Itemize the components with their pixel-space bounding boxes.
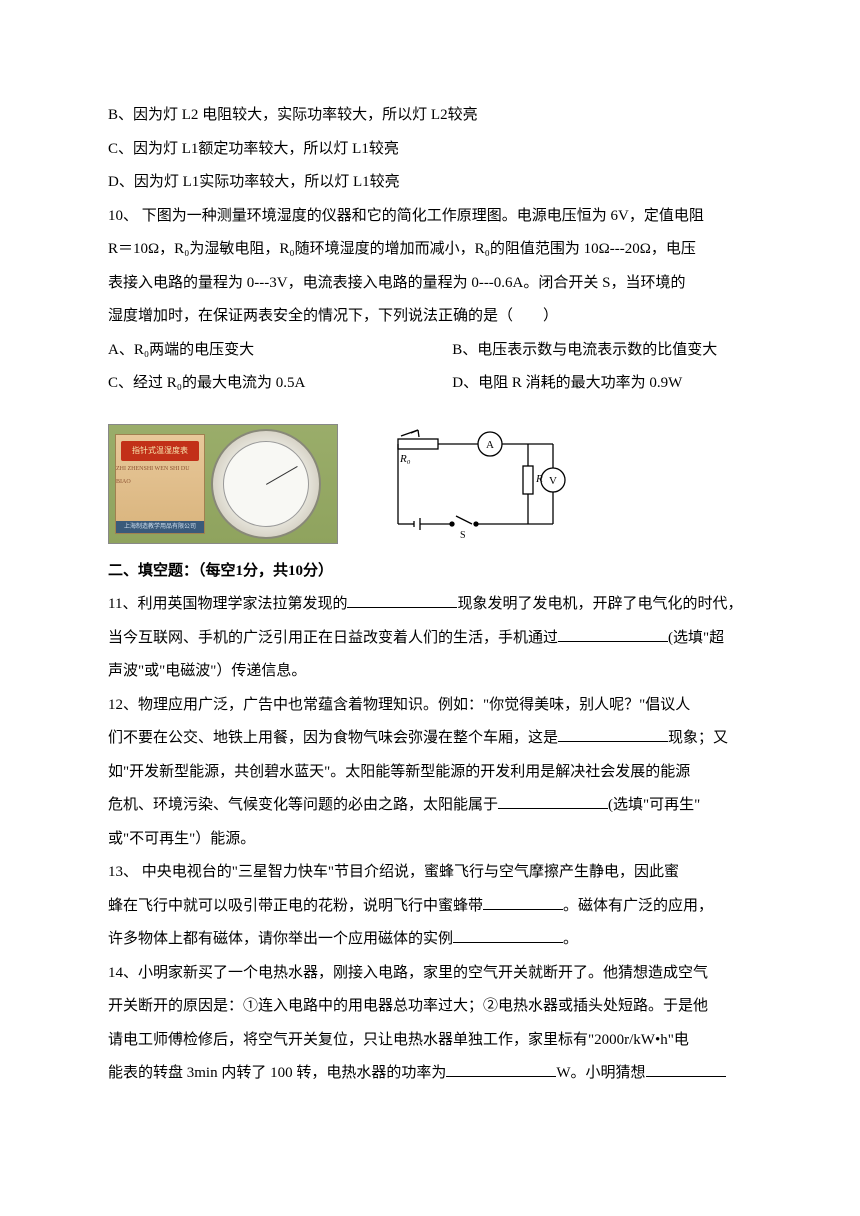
q12-text-f: (选填"可再生" — [608, 797, 700, 813]
q10-line2: R＝10Ω，R₀为湿敏电阻，R₀随环境湿度的增加而减小，R₀的阻值范围为 10Ω… — [108, 234, 770, 266]
option-d: D、因为灯 L1实际功率较大，所以灯 L1较亮 — [108, 167, 770, 199]
q13-line3: 许多物体上都有磁体，请你举出一个应用磁体的实例 。 — [108, 924, 770, 956]
q12-text-b: 们不要在公交、地铁上用餐，因为食物气味会弥漫在整个车厢，这是 — [108, 730, 558, 746]
q11-line2: 当今互联网、手机的广泛引用正在日益改变着人们的生活，手机通过 (选填"超 — [108, 623, 770, 655]
q10-line3: 表接入电路的量程为 0---3V，电流表接入电路的量程为 0---0.6A。闭合… — [108, 268, 770, 300]
q10-options-row2: C、经过 R₀的最大电流为 0.5A D、电阻 R 消耗的最大功率为 0.9W — [108, 368, 770, 402]
q12-line3: 如"开发新型能源，共创碧水蓝天"。太阳能等新型能源的开发利用是解决社会发展的能源 — [108, 757, 770, 789]
q10-option-a: A、R₀两端的电压变大 — [108, 335, 426, 367]
q11-line1: 11、利用英国物理学家法拉第发现的 现象发明了发电机，开辟了电气化的时代， — [108, 589, 770, 621]
q10-option-d: D、电阻 R 消耗的最大功率为 0.9W — [452, 368, 770, 400]
hygrometer-box-sub: ZHI ZHENSHI WEN SHI DU BIAO — [116, 463, 204, 488]
circuit-diagram: R₀ A R V S — [378, 424, 588, 544]
q12-line5: 或"不可再生"）能源。 — [108, 824, 770, 856]
circuit-label-a: A — [486, 439, 494, 451]
q14-line4: 能表的转盘 3min 内转了 100 转，电热水器的功率为 W。小明猜想 — [108, 1058, 770, 1090]
gauge-needle — [266, 466, 298, 485]
hygrometer-box-bottom: 上海制造教学用品有限公司 — [116, 521, 204, 533]
q14-line1: 14、小明家新买了一个电热水器，刚接入电路，家里的空气开关就断开了。他猜想造成空… — [108, 958, 770, 990]
q12-blank-1[interactable] — [558, 724, 668, 742]
section-2-title: 二、填空题：（每空1分，共10分） — [108, 556, 770, 588]
q13-line2: 蜂在飞行中就可以吸引带正电的花粉，说明飞行中蜜蜂带 。磁体有广泛的应用， — [108, 891, 770, 923]
gauge-face — [223, 441, 309, 527]
q13-text-c: 。磁体有广泛的应用， — [563, 898, 713, 914]
q10-options-row1: A、R₀两端的电压变大 B、电压表示数与电流表示数的比值变大 — [108, 335, 770, 369]
hygrometer-photo: 指针式温湿度表 ZHI ZHENSHI WEN SHI DU BIAO 上海制造… — [108, 424, 338, 544]
hygrometer-gauge — [211, 429, 321, 539]
q11-text-b: 现象发明了发电机，开辟了电气化的时代， — [457, 596, 742, 612]
q11-text-d: (选填"超 — [668, 630, 724, 646]
q14-blank-1[interactable] — [446, 1059, 556, 1077]
circuit-label-r0: R₀ — [399, 453, 411, 465]
hygrometer-box-label: 指针式温湿度表 — [121, 441, 199, 462]
q12-text-e: 危机、环境污染、气候变化等问题的必由之路，太阳能属于 — [108, 797, 498, 813]
q11-text-c: 当今互联网、手机的广泛引用正在日益改变着人们的生活，手机通过 — [108, 630, 558, 646]
option-b: B、因为灯 L2 电阻较大，实际功率较大，所以灯 L2较亮 — [108, 100, 770, 132]
hygrometer-box: 指针式温湿度表 ZHI ZHENSHI WEN SHI DU BIAO 上海制造… — [115, 434, 205, 534]
q13-text-e: 。 — [563, 931, 578, 947]
q13-blank-2[interactable] — [453, 925, 563, 943]
q14-line3: 请电工师傅检修后，将空气开关复位，只让电热水器单独工作，家里标有"2000r/k… — [108, 1025, 770, 1057]
q12-line1: 12、物理应用广泛，广告中也常蕴含着物理知识。例如："你觉得美味，别人呢？"倡议… — [108, 690, 770, 722]
q10-line4: 湿度增加时，在保证两表安全的情况下，下列说法正确的是（ ） — [108, 301, 770, 333]
q14-blank-2[interactable] — [646, 1059, 726, 1077]
figure-row: 指针式温湿度表 ZHI ZHENSHI WEN SHI DU BIAO 上海制造… — [108, 424, 770, 544]
option-c: C、因为灯 L1额定功率较大，所以灯 L1较亮 — [108, 134, 770, 166]
q13-blank-1[interactable] — [483, 892, 563, 910]
q10-line1: 10、 下图为一种测量环境湿度的仪器和它的简化工作原理图。电源电压恒为 6V，定… — [108, 201, 770, 233]
circuit-label-s: S — [460, 530, 466, 541]
q12-line2: 们不要在公交、地铁上用餐，因为食物气味会弥漫在整个车厢，这是 现象；又 — [108, 723, 770, 755]
q14-line2: 开关断开的原因是：①连入电路中的用电器总功率过大；②电热水器或插头处短路。于是他 — [108, 991, 770, 1023]
circuit-label-r: R — [535, 473, 543, 485]
q13-text-d: 许多物体上都有磁体，请你举出一个应用磁体的实例 — [108, 931, 453, 947]
q10-option-c: C、经过 R₀的最大电流为 0.5A — [108, 368, 426, 400]
q14-text-d: 能表的转盘 3min 内转了 100 转，电热水器的功率为 — [108, 1065, 446, 1081]
q12-blank-2[interactable] — [498, 791, 608, 809]
q10-option-b: B、电压表示数与电流表示数的比值变大 — [452, 335, 770, 367]
q11-blank-2[interactable] — [558, 624, 668, 642]
q12-line4: 危机、环境污染、气候变化等问题的必由之路，太阳能属于 (选填"可再生" — [108, 790, 770, 822]
q11-text-a: 11、利用英国物理学家法拉第发现的 — [108, 596, 347, 612]
q12-text-c: 现象；又 — [668, 730, 728, 746]
q11-blank-1[interactable] — [347, 590, 457, 608]
circuit-label-v: V — [549, 475, 557, 487]
q11-line3: 声波"或"电磁波"）传递信息。 — [108, 656, 770, 688]
q14-text-e: W。小明猜想 — [556, 1065, 645, 1081]
q13-line1: 13、 中央电视台的"三星智力快车"节目介绍说，蜜蜂飞行与空气摩擦产生静电，因此… — [108, 857, 770, 889]
q13-text-b: 蜂在飞行中就可以吸引带正电的花粉，说明飞行中蜜蜂带 — [108, 898, 483, 914]
